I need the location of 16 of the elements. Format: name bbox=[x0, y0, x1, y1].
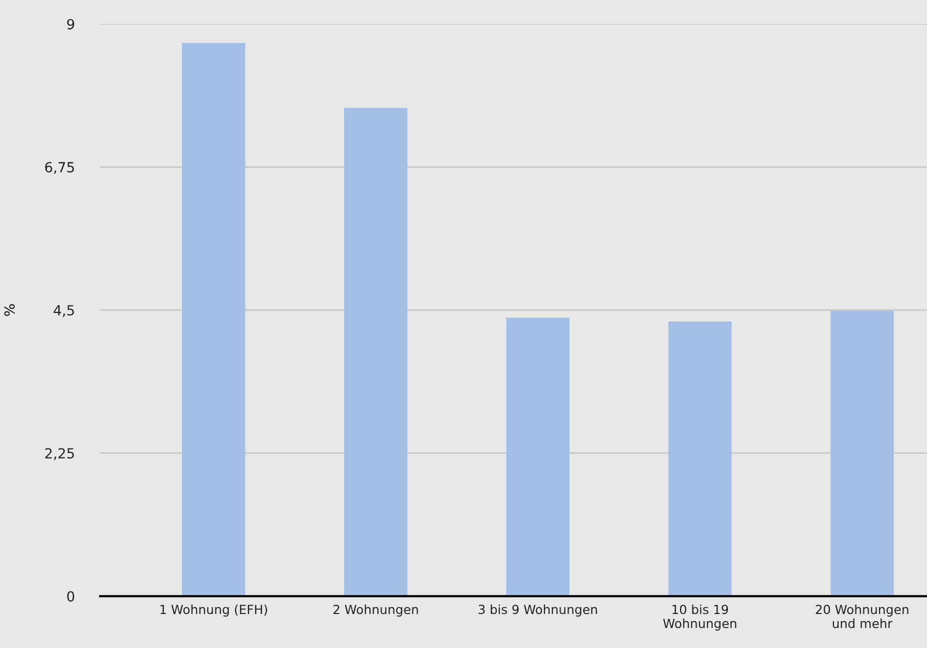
y-tick-label: 6,75 bbox=[45, 162, 74, 174]
y-tick-label: 2,25 bbox=[45, 448, 74, 460]
x-tick-label: 10 bis 19 Wohnungen bbox=[663, 604, 736, 631]
bar bbox=[182, 43, 246, 596]
x-tick-label: 2 Wohnungen bbox=[333, 604, 418, 617]
x-tick-label: 3 bis 9 Wohnungen bbox=[478, 604, 597, 617]
bar bbox=[344, 108, 408, 596]
y-tick-label: 9 bbox=[67, 18, 74, 30]
bar bbox=[668, 322, 732, 596]
y-axis-title: % bbox=[4, 304, 15, 316]
x-tick-label: 1 Wohnung (EFH) bbox=[160, 604, 268, 617]
bar bbox=[830, 310, 894, 596]
y-tick-label: 4,5 bbox=[54, 305, 74, 317]
x-tick-label: 20 Wohnungen und mehr bbox=[816, 604, 908, 628]
bar bbox=[506, 318, 570, 596]
y-tick-label: 0 bbox=[67, 591, 74, 602]
